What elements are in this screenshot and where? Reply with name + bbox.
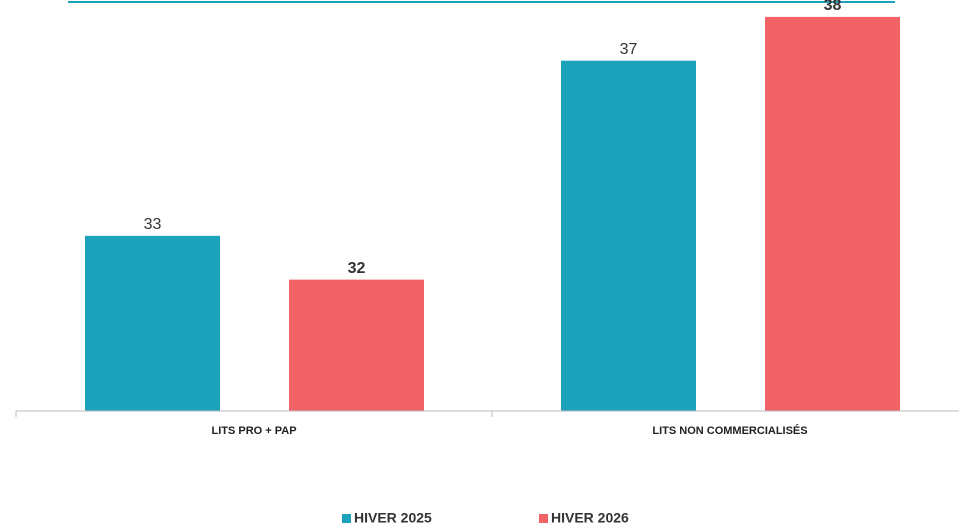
value-label: 38 <box>824 0 842 14</box>
x-tick-label: LITS NON COMMERCIALISÉS <box>652 424 807 437</box>
x-tick-label: LITS PRO + PAP <box>211 425 296 437</box>
bar <box>289 279 424 411</box>
legend-swatch <box>342 514 351 523</box>
value-label: 37 <box>620 41 638 58</box>
value-label: 33 <box>144 216 162 233</box>
legend-label: HIVER 2025 <box>354 510 432 526</box>
bar <box>765 16 900 411</box>
legend-label: HIVER 2026 <box>551 510 629 526</box>
bar <box>561 60 696 412</box>
bar <box>85 235 220 411</box>
legend-swatch <box>539 514 548 523</box>
value-label: 32 <box>348 260 366 277</box>
